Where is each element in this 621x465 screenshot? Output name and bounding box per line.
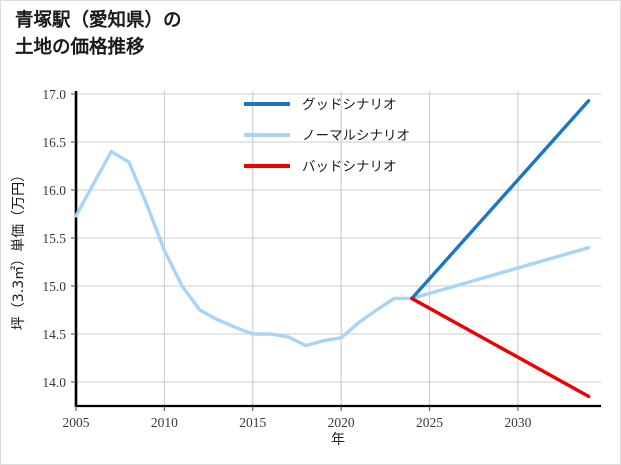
legend-label: グッドシナリオ (302, 97, 397, 113)
y-axis-tick-label: 14.5 (42, 327, 66, 342)
series-line (410, 99, 591, 301)
series-line (410, 296, 591, 399)
series-line (74, 149, 591, 348)
legend-label: ノーマルシナリオ (302, 128, 410, 144)
y-axis-tick-labels: 14.0 14.5 15.0 15.5 16.0 16.5 17.0 (42, 87, 66, 390)
x-axis-tick-labels: 2005 2010 2015 2020 2025 2030 (63, 415, 532, 430)
y-axis-title: 坪（3.3㎡）単価（万円） (11, 168, 27, 330)
x-axis-tick-label: 2015 (239, 415, 266, 430)
x-axis-tick-label: 2005 (63, 415, 90, 430)
x-axis-tick-label: 2025 (416, 415, 443, 430)
x-axis-tick-label: 2020 (328, 415, 355, 430)
y-axis-tick-label: 15.0 (42, 279, 66, 294)
data-series-lines (74, 99, 591, 399)
y-axis-tick-label: 15.5 (42, 231, 66, 246)
y-axis-tick-label: 14.0 (42, 375, 66, 390)
y-axis-tick-label: 16.5 (42, 135, 66, 150)
x-axis-title: 年 (331, 432, 345, 448)
page-title: 青塚駅（愛知県）の 土地の価格推移 (15, 10, 182, 58)
x-axis-tick-marks (75, 406, 519, 411)
x-axis-tick-label: 2030 (504, 415, 531, 430)
y-axis-tick-label: 17.0 (42, 87, 66, 102)
y-axis-tick-label: 16.0 (42, 183, 66, 198)
legend-label: バッドシナリオ (302, 159, 397, 175)
x-axis-tick-label: 2010 (151, 415, 178, 430)
y-axis-tick-marks (71, 93, 76, 383)
